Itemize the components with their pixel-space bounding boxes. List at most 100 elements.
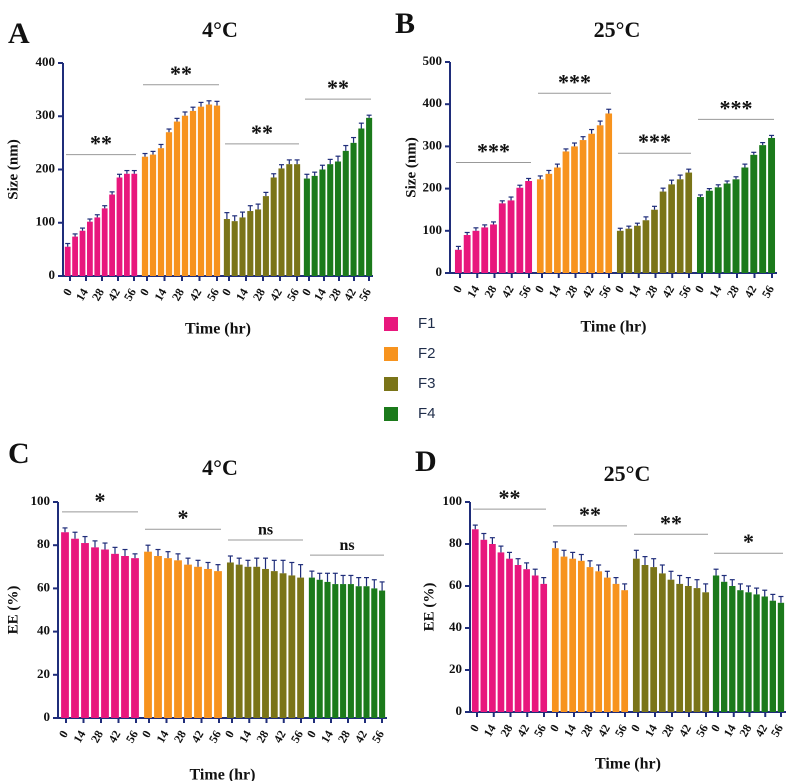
y-tick-label: 60 xyxy=(37,579,50,594)
x-tick-label: 0 xyxy=(139,728,154,740)
y-axis-label: Size (nm) xyxy=(403,137,419,197)
x-tick-label: 14 xyxy=(318,728,336,745)
bar-f2 xyxy=(181,115,189,276)
x-tick-label: 28 xyxy=(88,728,106,745)
bar-f1 xyxy=(497,552,505,712)
bar-f3 xyxy=(253,566,261,718)
x-tick-label: 56 xyxy=(369,728,387,745)
legend-label-f2: F2 xyxy=(418,345,436,362)
bar-f2 xyxy=(571,146,578,273)
bar-f1 xyxy=(116,177,123,276)
x-tick-label: 28 xyxy=(335,728,353,745)
chart-title: 4°C xyxy=(202,455,238,480)
bar-f4 xyxy=(350,142,357,276)
bar-f2 xyxy=(577,560,585,712)
y-tick-label: 200 xyxy=(36,160,56,175)
bar-f4 xyxy=(340,584,347,718)
bar-f1 xyxy=(72,236,78,276)
bar-f4 xyxy=(332,584,339,718)
x-tick-label: 42 xyxy=(267,286,285,303)
bar-f3 xyxy=(247,211,254,276)
x-tick-label: 28 xyxy=(171,728,189,745)
x-tick-label: 56 xyxy=(356,286,374,303)
bar-f4 xyxy=(327,164,334,276)
x-tick-label: 56 xyxy=(531,722,549,739)
legend-swatch-f3 xyxy=(384,377,398,391)
y-axis-label: EE (%) xyxy=(421,583,437,632)
bar-f2 xyxy=(157,148,165,276)
bar-f1 xyxy=(507,200,515,273)
bar-f1 xyxy=(64,246,71,276)
x-tick-label: 42 xyxy=(676,722,694,739)
x-tick-label: 14 xyxy=(464,283,482,300)
bar-f3 xyxy=(231,221,238,276)
bar-f2 xyxy=(560,556,568,712)
bar-f2 xyxy=(554,167,561,273)
x-tick-label: 14 xyxy=(236,728,254,745)
bar-f2 xyxy=(596,125,604,273)
y-tick-label: 0 xyxy=(44,709,51,724)
significance-label: *** xyxy=(638,129,671,154)
significance-label: ** xyxy=(251,120,273,145)
significance-label: ** xyxy=(90,131,112,156)
bar-f4 xyxy=(714,187,722,273)
bar-f4 xyxy=(696,197,704,273)
bar-f1 xyxy=(109,194,115,276)
bar-f3 xyxy=(676,583,684,712)
bar-f2 xyxy=(189,110,197,276)
x-tick-label: 14 xyxy=(70,728,88,745)
bar-f1 xyxy=(121,556,129,718)
bar-f1 xyxy=(101,549,109,718)
bar-f2 xyxy=(141,156,149,276)
bar-f1 xyxy=(481,227,489,273)
bar-f4 xyxy=(308,577,315,718)
bar-f1 xyxy=(540,583,548,712)
x-tick-label: 42 xyxy=(271,728,289,745)
panel-label: D xyxy=(415,445,437,478)
bar-f3 xyxy=(239,217,246,276)
x-tick-label: 56 xyxy=(676,283,694,300)
x-tick-label: 0 xyxy=(450,283,465,295)
bar-f2 xyxy=(194,566,202,718)
y-tick-label: 300 xyxy=(423,137,443,152)
bar-f3 xyxy=(255,209,262,276)
x-tick-label: 28 xyxy=(659,722,677,739)
x-tick-label: 28 xyxy=(578,722,596,739)
bar-f4 xyxy=(342,150,349,276)
y-tick-label: 80 xyxy=(37,536,50,551)
y-tick-label: 100 xyxy=(443,493,463,508)
significance-label: * xyxy=(743,529,754,554)
bar-f4 xyxy=(334,161,342,276)
bar-f4 xyxy=(358,128,365,276)
chart-title: 25°C xyxy=(604,461,651,486)
significance-label: ** xyxy=(327,75,349,100)
x-tick-label: 42 xyxy=(595,722,613,739)
legend-label-f4: F4 xyxy=(418,405,436,422)
x-tick-label: 0 xyxy=(304,728,319,740)
bar-f1 xyxy=(81,543,89,718)
bar-f4 xyxy=(721,581,728,712)
significance-label: ** xyxy=(499,485,521,510)
bar-f3 xyxy=(684,586,692,712)
x-tick-label: 0 xyxy=(628,722,643,734)
x-tick-label: 28 xyxy=(250,286,268,303)
x-tick-label: 14 xyxy=(642,722,660,739)
bar-f2 xyxy=(184,564,192,718)
x-tick-label: 56 xyxy=(206,728,224,745)
bar-f1 xyxy=(454,249,462,273)
bar-f3 xyxy=(294,164,301,276)
y-tick-label: 100 xyxy=(31,493,51,508)
bar-f1 xyxy=(514,565,522,712)
bar-f4 xyxy=(379,590,386,718)
bar-f3 xyxy=(226,562,234,718)
x-tick-label: 42 xyxy=(659,283,677,300)
x-axis-label: Time (hr) xyxy=(581,319,647,336)
bar-f4 xyxy=(355,586,362,718)
legend-swatch-f2 xyxy=(384,347,398,361)
chart-title: 4°C xyxy=(202,17,238,42)
bar-f1 xyxy=(471,529,479,712)
bar-f2 xyxy=(165,132,173,276)
